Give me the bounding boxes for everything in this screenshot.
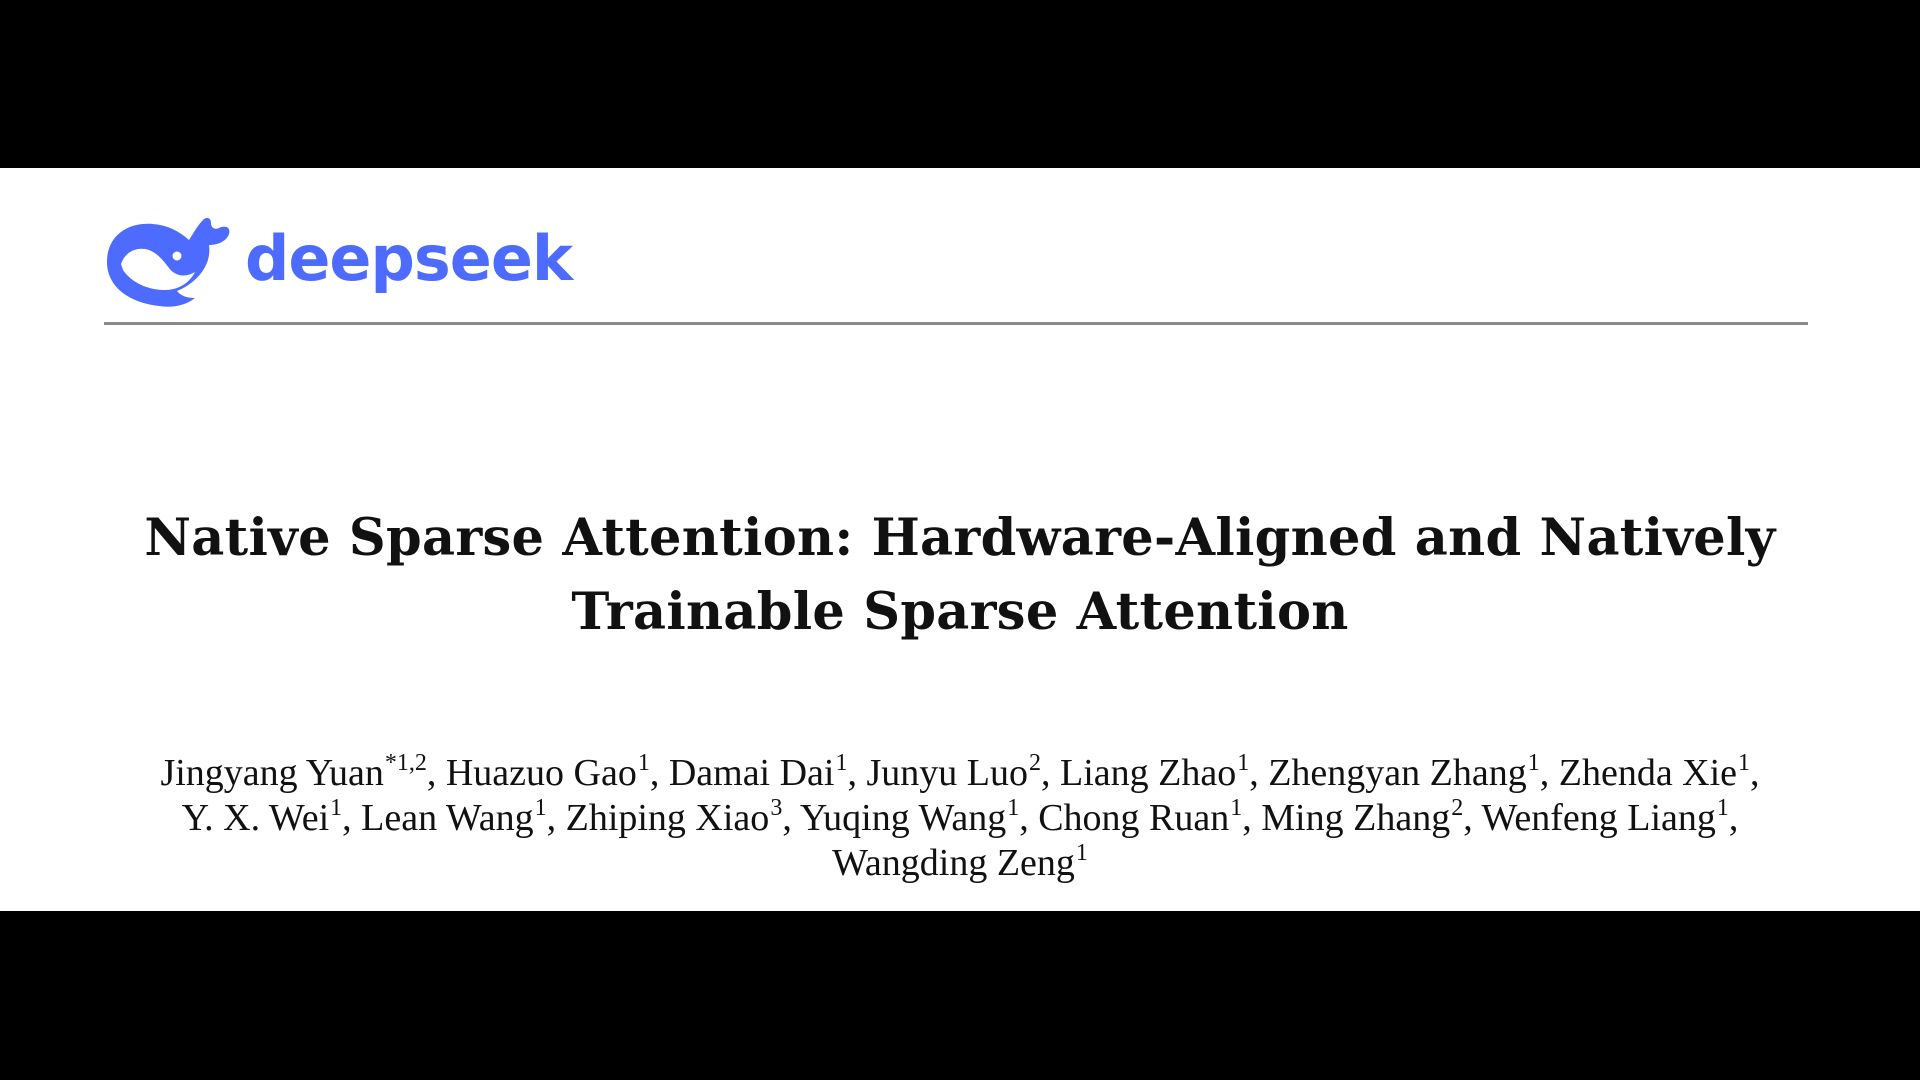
author-affiliation: 1: [1007, 795, 1020, 821]
author-name: Zhengyan Zhang1,: [1268, 750, 1550, 794]
author-name: Wangding Zeng1: [832, 840, 1088, 884]
title-line: Native Sparse Attention: Hardware-Aligne…: [144, 508, 1776, 568]
author-name-text: Zhiping Xiao: [565, 797, 770, 839]
author-name: Liang Zhao1,: [1059, 750, 1259, 794]
author-name-text: Ming Zhang: [1261, 797, 1451, 839]
author-affiliation: 1: [1075, 840, 1088, 866]
author-name: Zhiping Xiao3,: [565, 795, 792, 839]
author-affiliation: 2: [1451, 795, 1464, 821]
author-name-text: Liang Zhao: [1059, 752, 1237, 794]
author-name-text: Lean Wang: [361, 797, 534, 839]
author-name: Jingyang Yuan*1,2,: [160, 750, 437, 794]
author-name-text: Y. X. Wei: [181, 797, 330, 839]
title-line: Trainable Sparse Attention: [571, 582, 1349, 642]
paper-title: Native Sparse Attention: Hardware-Aligne…: [0, 501, 1920, 649]
author-name: Damai Dai1,: [668, 750, 857, 794]
author-name-text: Wangding Zeng: [832, 842, 1075, 884]
author-name: Y. X. Wei1,: [181, 795, 352, 839]
author-list: Jingyang Yuan*1,2, Huazuo Gao1, Damai Da…: [90, 751, 1830, 886]
brand-wordmark: deepseek: [245, 222, 573, 295]
author-name: Lean Wang1,: [361, 795, 557, 839]
author-name: Junyu Luo2,: [866, 750, 1051, 794]
letterbox-top: [0, 0, 1920, 168]
author-affiliation: 1: [534, 795, 547, 821]
author-name: Huazuo Gao1,: [445, 750, 660, 794]
whale-icon: [107, 217, 230, 307]
author-name-text: Jingyang Yuan: [160, 752, 384, 794]
author-name-text: Wenfeng Liang: [1481, 797, 1716, 839]
author-name: Zhenda Xie1,: [1558, 750, 1760, 794]
author-affiliation: 3: [770, 795, 783, 821]
author-name: Ming Zhang2,: [1261, 795, 1473, 839]
author-affiliation: 2: [1028, 750, 1041, 776]
author-name: Wenfeng Liang1,: [1481, 795, 1739, 839]
author-affiliation: *1,2: [384, 750, 427, 776]
author-name-text: Zhengyan Zhang: [1268, 752, 1527, 794]
author-name: Yuqing Wang1,: [799, 795, 1029, 839]
letterbox-bottom: [0, 911, 1920, 1080]
author-name-text: Zhenda Xie: [1558, 752, 1738, 794]
author-name-text: Junyu Luo: [866, 752, 1028, 794]
author-name-text: Yuqing Wang: [799, 797, 1007, 839]
author-affiliation: 1: [1230, 795, 1243, 821]
author-affiliation: 1: [1716, 795, 1729, 821]
author-affiliation: 1: [1738, 750, 1751, 776]
author-affiliation: 1: [835, 750, 848, 776]
author-affiliation: 1: [1527, 750, 1540, 776]
header-divider: [104, 322, 1808, 325]
author-name-text: Chong Ruan: [1038, 797, 1230, 839]
author-affiliation: 1: [637, 750, 650, 776]
deepseek-logo: deepseek: [103, 212, 573, 308]
author-name-text: Huazuo Gao: [445, 752, 637, 794]
author-affiliation: 1: [330, 795, 343, 821]
paper-page: deepseek Native Sparse Attention: Hardwa…: [0, 168, 1920, 911]
author-affiliation: 1: [1237, 750, 1250, 776]
author-name: Chong Ruan1,: [1038, 795, 1252, 839]
author-name-text: Damai Dai: [668, 752, 835, 794]
